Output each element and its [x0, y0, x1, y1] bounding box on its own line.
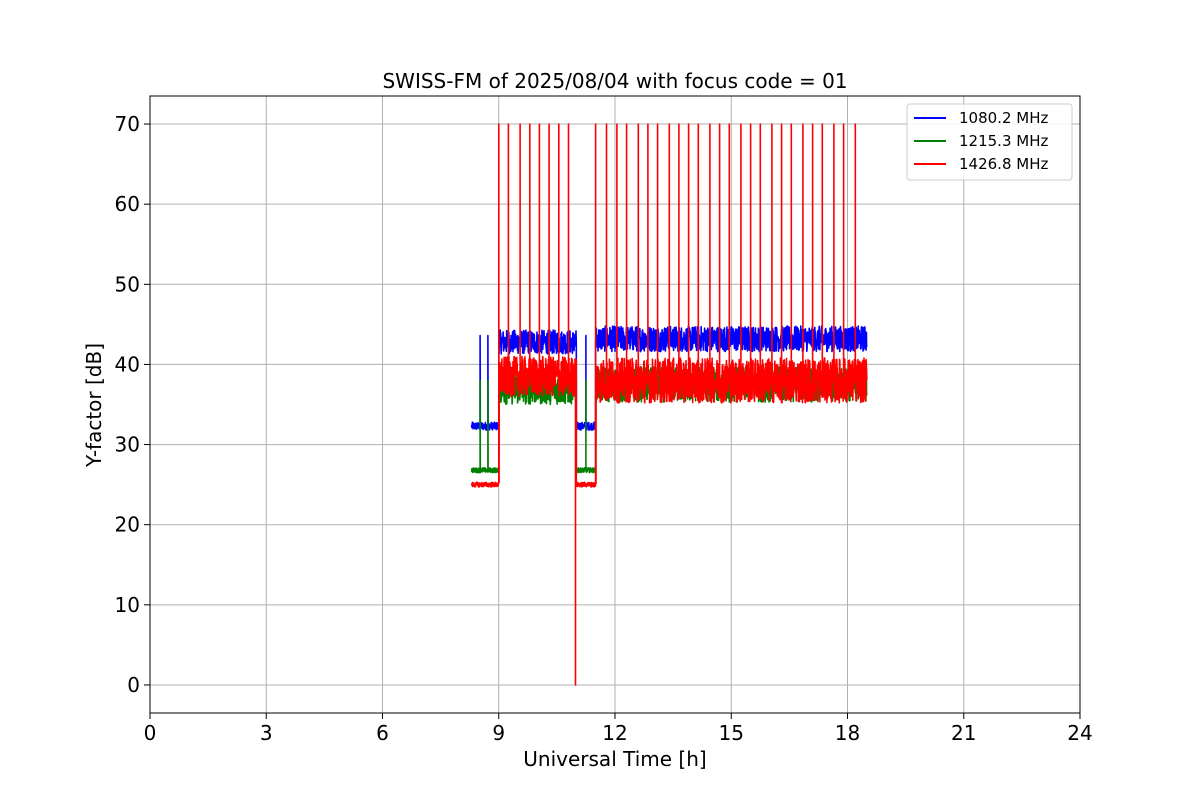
chart-title: SWISS-FM of 2025/08/04 with focus code =…	[382, 69, 847, 93]
y-tick-label: 0	[127, 673, 140, 697]
y-tick-label: 20	[115, 513, 140, 537]
x-tick-label: 12	[602, 721, 627, 745]
y-tick-label: 60	[115, 192, 140, 216]
y-tick-label: 30	[115, 433, 140, 457]
y-tick-label: 70	[115, 112, 140, 136]
axis-ticks: 0 3 6 9 12 15 18 21 24 0 10 20 30 40 50 60 70	[115, 112, 1093, 745]
x-tick-label: 18	[835, 721, 860, 745]
x-tick-label: 0	[144, 721, 157, 745]
legend-box	[906, 103, 1073, 181]
y-axis-label: Y-factor [dB]	[82, 343, 106, 468]
y-tick-label: 50	[115, 272, 140, 296]
x-tick-label: 21	[951, 721, 976, 745]
legend-label: 1426.8 MHz	[959, 155, 1048, 173]
y-tick-label: 40	[115, 352, 140, 376]
series-lines	[470, 123, 868, 686]
legend: 1080.2 MHz 1215.3 MHz 1426.8 MHz	[906, 103, 1073, 181]
legend-label: 1080.2 MHz	[959, 109, 1048, 127]
x-tick-label: 15	[719, 721, 744, 745]
x-tick-label: 3	[260, 721, 273, 745]
x-tick-label: 6	[376, 721, 389, 745]
legend-label: 1215.3 MHz	[959, 132, 1048, 150]
y-tick-label: 10	[115, 593, 140, 617]
x-tick-label: 24	[1067, 721, 1092, 745]
series-line	[470, 325, 868, 431]
x-tick-label: 9	[492, 721, 505, 745]
x-axis-label: Universal Time [h]	[523, 747, 706, 771]
series-line	[470, 123, 868, 686]
